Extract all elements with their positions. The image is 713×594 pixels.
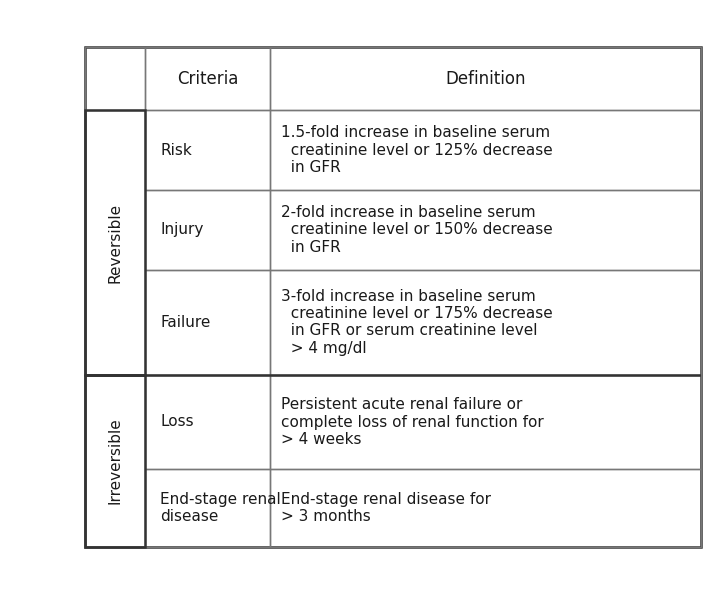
Bar: [270, 469, 701, 547]
Bar: [145, 375, 270, 469]
Bar: [270, 47, 701, 110]
Bar: [145, 110, 270, 190]
Text: Risk: Risk: [160, 143, 192, 157]
Bar: [85, 375, 145, 547]
Bar: [145, 47, 270, 110]
Bar: [270, 110, 701, 190]
Text: Definition: Definition: [445, 69, 525, 87]
Text: Medscape: Medscape: [11, 10, 104, 27]
Text: Injury: Injury: [160, 222, 204, 238]
Text: 2-fold increase in baseline serum
  creatinine level or 150% decrease
  in GFR: 2-fold increase in baseline serum creati…: [281, 205, 553, 255]
Text: End-stage renal
disease: End-stage renal disease: [160, 492, 281, 525]
Text: 3-fold increase in baseline serum
  creatinine level or 175% decrease
  in GFR o: 3-fold increase in baseline serum creati…: [281, 289, 553, 356]
Text: Failure: Failure: [160, 315, 211, 330]
Text: Persistent acute renal failure or
complete loss of renal function for
> 4 weeks: Persistent acute renal failure or comple…: [281, 397, 544, 447]
Text: Criteria: Criteria: [177, 69, 238, 87]
Bar: [145, 270, 270, 375]
Bar: [85, 110, 145, 375]
Text: Irreversible: Irreversible: [108, 418, 123, 504]
Text: Reversible: Reversible: [108, 203, 123, 283]
Bar: [270, 270, 701, 375]
Bar: [145, 469, 270, 547]
Bar: [145, 190, 270, 270]
Bar: [85, 47, 145, 110]
Text: Source: Pharmacotherapy © 2011 Pharmacotherapy Publications: Source: Pharmacotherapy © 2011 Pharmacot…: [317, 569, 702, 582]
Bar: [270, 190, 701, 270]
Text: End-stage renal disease for
> 3 months: End-stage renal disease for > 3 months: [281, 492, 491, 525]
Text: Loss: Loss: [160, 415, 194, 429]
Bar: [270, 375, 701, 469]
Text: 1.5-fold increase in baseline serum
  creatinine level or 125% decrease
  in GFR: 1.5-fold increase in baseline serum crea…: [281, 125, 553, 175]
